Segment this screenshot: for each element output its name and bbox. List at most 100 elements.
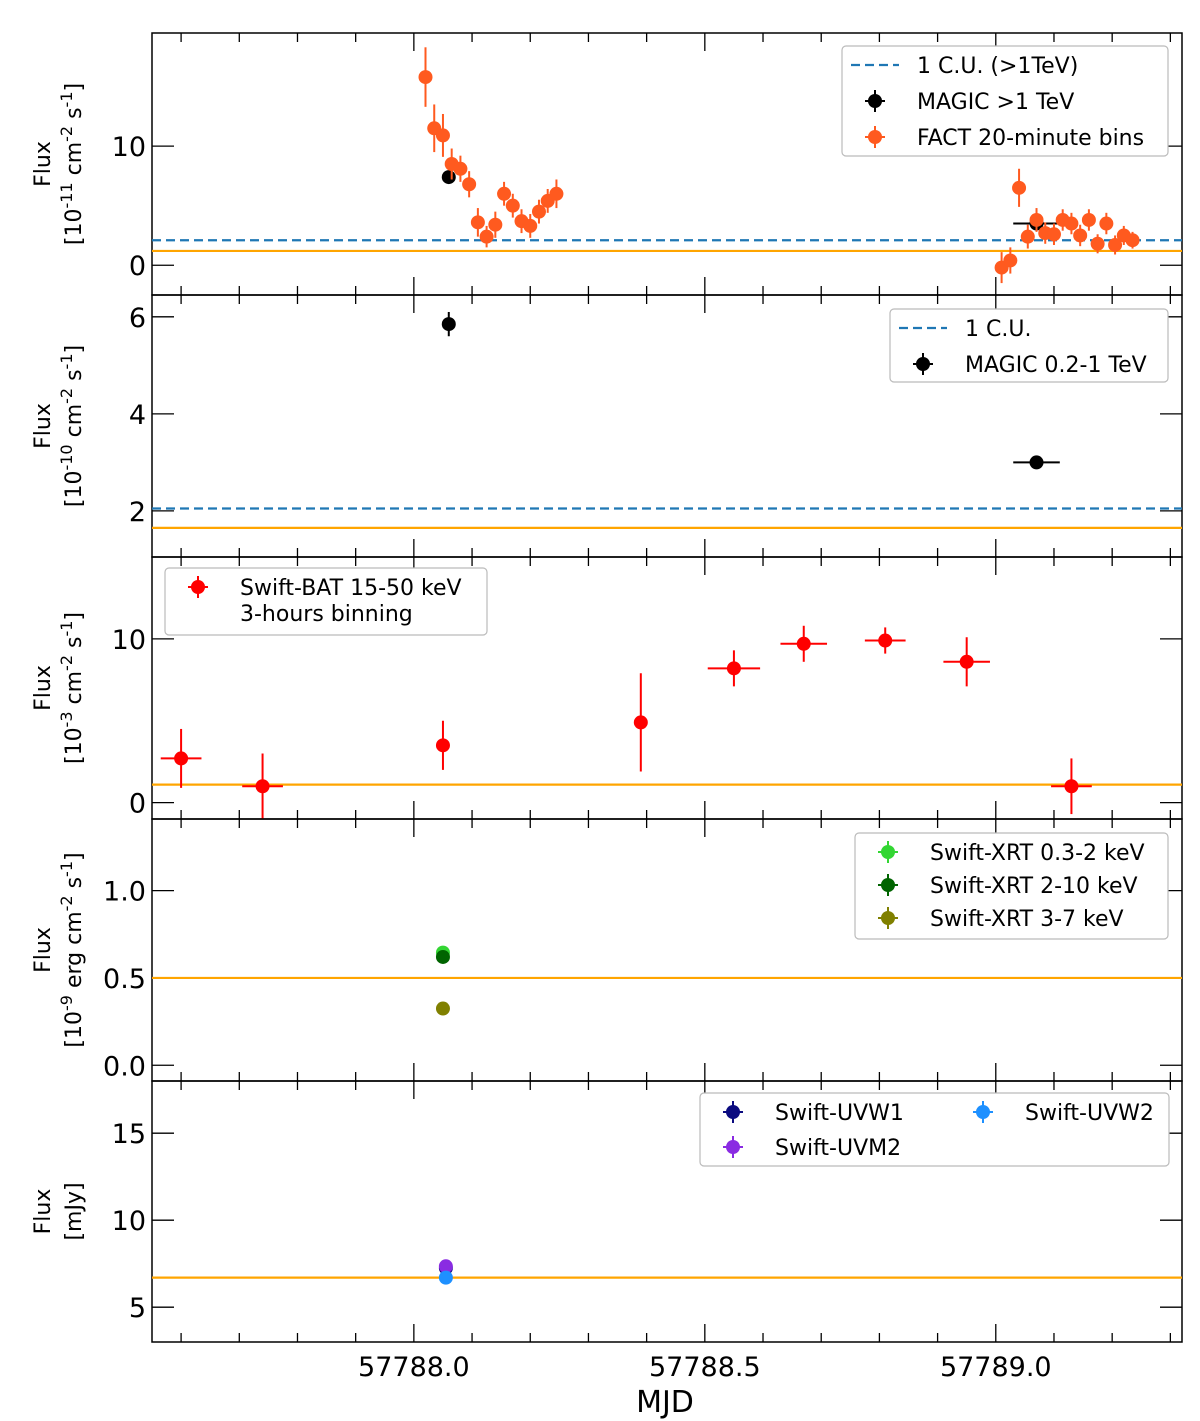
data-point bbox=[549, 186, 564, 201]
data-point bbox=[1029, 455, 1044, 470]
data-point bbox=[470, 215, 485, 230]
panel-he: 2 4 6 Flux[10-10 cm-2 s-1] 1 C.U. MAGIC 0.2-1… bbox=[31, 294, 1183, 558]
panel-vhe: 0 10 Flux[10-11 cm-2 s-1] 1 C.U. (>1TeV) MAG… bbox=[31, 32, 1183, 296]
x-tick-label: 57789.0 bbox=[940, 1352, 1052, 1383]
y-tick-label: 0 bbox=[129, 251, 146, 282]
data-point bbox=[488, 217, 503, 232]
data-point bbox=[523, 218, 538, 233]
data-point bbox=[255, 779, 270, 794]
legend-box bbox=[164, 567, 488, 636]
legend-label: Swift-UVW2 bbox=[1025, 1101, 1154, 1126]
data-point bbox=[418, 70, 433, 85]
y-axis-label-line2: [10-10 cm-2 s-1] bbox=[57, 345, 87, 507]
data-point bbox=[726, 661, 741, 676]
series-magic-0-2-1-tev bbox=[441, 311, 1060, 470]
data-point bbox=[174, 751, 189, 766]
y-axis-label-line2: [mJy] bbox=[62, 1182, 87, 1240]
legend-marker-handle bbox=[726, 1105, 740, 1119]
legend-marker-handle bbox=[881, 911, 895, 925]
legend-label: Swift-XRT 0.3-2 keV bbox=[930, 841, 1145, 866]
y-tick-label: 5 bbox=[129, 1293, 146, 1324]
y-axis-label: Flux[10-3 cm-2 s-1] bbox=[31, 612, 87, 764]
data-point bbox=[633, 715, 648, 730]
data-point bbox=[453, 161, 468, 176]
panel-bat: 0 10 Flux[10-3 cm-2 s-1] Swift-BAT 15-50 ke… bbox=[31, 556, 1183, 820]
legend-marker-handle bbox=[868, 94, 882, 108]
data-point bbox=[1003, 253, 1018, 268]
y-tick-label: 4 bbox=[129, 400, 146, 431]
legend: 1 C.U. (>1TeV) MAGIC >1 TeV FACT 20-minute… bbox=[841, 45, 1169, 157]
data-point bbox=[438, 1270, 453, 1285]
series-swift-uvw2 bbox=[438, 1270, 453, 1285]
y-axis-label: Flux [mJy] bbox=[31, 1182, 87, 1240]
y-tick-label: 15 bbox=[112, 1119, 146, 1150]
y-axis-label-line1: Flux bbox=[31, 1189, 56, 1235]
data-point bbox=[435, 738, 450, 753]
data-point bbox=[1046, 227, 1061, 242]
y-axis-label-line2: [10-9 erg cm-2 s-1] bbox=[57, 852, 87, 1047]
legend-marker-handle bbox=[881, 845, 895, 859]
y-axis-label-line2: [10-11 cm-2 s-1] bbox=[57, 83, 87, 245]
x-tick-label: 57788.5 bbox=[649, 1352, 761, 1383]
legend-label: 3-hours binning bbox=[240, 602, 413, 627]
series-swift-uvm2 bbox=[438, 1259, 453, 1274]
data-point bbox=[1012, 180, 1027, 195]
y-axis-label-line2: [10-3 cm-2 s-1] bbox=[57, 612, 87, 764]
y-tick-label: 0 bbox=[129, 789, 146, 820]
legend-box bbox=[854, 832, 1169, 940]
data-point bbox=[1064, 779, 1079, 794]
data-point bbox=[1108, 237, 1123, 252]
legend: Swift-XRT 0.3-2 keV Swift-XRT 2-10 keV Swi… bbox=[854, 832, 1169, 940]
legend-marker-handle bbox=[976, 1105, 990, 1119]
legend-label: Swift-XRT 3-7 keV bbox=[930, 907, 1124, 932]
legend-label: FACT 20-minute bins bbox=[917, 126, 1144, 151]
y-tick-label: 10 bbox=[112, 1206, 146, 1237]
legend: 1 C.U. MAGIC 0.2-1 TeV bbox=[889, 308, 1169, 383]
panel-frame bbox=[151, 1080, 1183, 1343]
data-point bbox=[435, 1001, 450, 1016]
series-swift-bat-15-50-kev bbox=[160, 625, 1092, 819]
series-swift-xrt-3-7-kev bbox=[435, 1001, 450, 1016]
legend-marker-handle bbox=[191, 580, 205, 594]
y-axis-label: Flux[10-9 erg cm-2 s-1] bbox=[31, 852, 87, 1047]
y-tick-label: 10 bbox=[112, 625, 146, 656]
legend-label: MAGIC 0.2-1 TeV bbox=[965, 353, 1147, 378]
legend-label: Swift-BAT 15-50 keV bbox=[240, 576, 462, 601]
data-point bbox=[441, 317, 456, 332]
y-axis-label-line1: Flux bbox=[31, 141, 56, 187]
legend-label: 1 C.U. bbox=[965, 317, 1031, 342]
data-point bbox=[497, 186, 512, 201]
series-fact-20-minute-bins bbox=[418, 47, 1140, 284]
legend-box bbox=[889, 308, 1169, 383]
y-tick-label: 1.0 bbox=[103, 877, 146, 908]
data-point bbox=[441, 170, 456, 185]
data-point bbox=[462, 177, 477, 192]
data-point bbox=[1020, 229, 1035, 244]
legend-marker-handle bbox=[726, 1140, 740, 1154]
data-point bbox=[435, 949, 450, 964]
y-tick-label: 10 bbox=[112, 132, 146, 163]
y-axis-label-line1: Flux bbox=[31, 665, 56, 711]
series-swift-xrt-2-10-kev bbox=[435, 949, 450, 964]
data-point bbox=[531, 204, 546, 219]
legend-label: MAGIC >1 TeV bbox=[917, 90, 1074, 115]
legend-label: Swift-UVM2 bbox=[775, 1136, 901, 1161]
data-point bbox=[1099, 216, 1114, 231]
y-axis-label: Flux[10-11 cm-2 s-1] bbox=[31, 83, 87, 245]
y-tick-label: 0.5 bbox=[103, 964, 146, 995]
y-axis-label-line1: Flux bbox=[31, 927, 56, 973]
legend-label: Swift-XRT 2-10 keV bbox=[930, 874, 1138, 899]
data-point bbox=[1081, 212, 1096, 227]
data-point bbox=[796, 636, 811, 651]
y-tick-label: 6 bbox=[129, 303, 146, 334]
y-tick-label: 0.0 bbox=[103, 1051, 146, 1082]
panel-xrt: 0.0 0.5 1.0 Flux[10-9 erg cm-2 s-1] Swift-XR… bbox=[31, 818, 1183, 1082]
data-point bbox=[1029, 212, 1044, 227]
legend-marker-handle bbox=[916, 357, 930, 371]
data-point bbox=[505, 198, 520, 213]
legend: Swift-UVW1 Swift-UVM2 Swift-UVW2 bbox=[699, 1092, 1170, 1167]
data-point bbox=[435, 128, 450, 143]
